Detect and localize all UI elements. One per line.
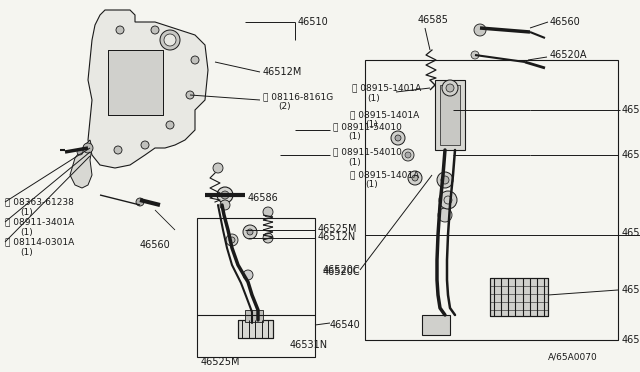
- Text: (1): (1): [365, 180, 378, 189]
- Text: 46520A: 46520A: [550, 50, 588, 60]
- Text: (1): (1): [20, 247, 33, 257]
- Bar: [435, 80, 465, 150]
- Circle shape: [247, 229, 253, 235]
- Circle shape: [391, 131, 405, 145]
- Polygon shape: [70, 140, 92, 188]
- Circle shape: [263, 233, 273, 243]
- Bar: [245, 310, 263, 322]
- Circle shape: [114, 146, 122, 154]
- Bar: [365, 60, 618, 340]
- Text: 46512: 46512: [622, 150, 640, 160]
- Text: 46560: 46560: [140, 240, 171, 250]
- Circle shape: [405, 152, 411, 158]
- Bar: [238, 320, 273, 338]
- Circle shape: [442, 80, 458, 96]
- Circle shape: [220, 200, 230, 210]
- Circle shape: [217, 187, 233, 203]
- Text: 46512M: 46512M: [263, 67, 302, 77]
- Text: 46560: 46560: [550, 17, 580, 27]
- Text: Ⓑ 08114-0301A: Ⓑ 08114-0301A: [5, 237, 74, 247]
- Bar: [440, 85, 460, 145]
- Text: ⓜ 08915-1401A: ⓜ 08915-1401A: [350, 170, 419, 180]
- Circle shape: [446, 84, 454, 92]
- Circle shape: [243, 225, 257, 239]
- Circle shape: [437, 172, 453, 188]
- Text: (1): (1): [348, 132, 361, 141]
- Text: (2): (2): [278, 103, 291, 112]
- Circle shape: [395, 135, 401, 141]
- Text: 46585: 46585: [418, 15, 449, 25]
- Circle shape: [263, 207, 273, 217]
- Circle shape: [77, 149, 83, 155]
- Text: 46525M: 46525M: [318, 224, 358, 234]
- Circle shape: [136, 198, 144, 206]
- Text: (1): (1): [367, 93, 380, 103]
- Circle shape: [412, 175, 418, 181]
- Text: 46525M: 46525M: [200, 357, 240, 367]
- Circle shape: [191, 56, 199, 64]
- Polygon shape: [88, 10, 208, 168]
- Bar: [197, 218, 315, 357]
- Text: 46510: 46510: [298, 17, 329, 27]
- Circle shape: [116, 26, 124, 34]
- Text: 46520C: 46520C: [323, 267, 360, 277]
- Text: 46512N: 46512N: [318, 232, 356, 242]
- Circle shape: [471, 51, 479, 59]
- Bar: [108, 50, 163, 115]
- Circle shape: [141, 141, 149, 149]
- Bar: [490, 278, 548, 316]
- Text: (1): (1): [20, 228, 33, 237]
- Circle shape: [83, 143, 93, 153]
- Circle shape: [160, 30, 180, 50]
- Circle shape: [186, 91, 194, 99]
- Text: ⓜ 08915-1401A: ⓜ 08915-1401A: [350, 110, 419, 119]
- Circle shape: [229, 237, 235, 243]
- Circle shape: [226, 234, 238, 246]
- Circle shape: [221, 191, 229, 199]
- Text: ⓝ 08911-3401A: ⓝ 08911-3401A: [5, 218, 74, 227]
- Text: (1): (1): [348, 157, 361, 167]
- Text: 46525: 46525: [622, 105, 640, 115]
- Circle shape: [402, 149, 414, 161]
- Text: Ⓑ 08116-8161G: Ⓑ 08116-8161G: [263, 93, 333, 102]
- Bar: [238, 320, 273, 338]
- Text: 46531: 46531: [622, 285, 640, 295]
- Bar: [490, 278, 548, 316]
- Circle shape: [164, 34, 176, 46]
- Text: (1): (1): [20, 208, 33, 217]
- Text: 46520: 46520: [622, 228, 640, 238]
- Text: ⓝ 08911-54010: ⓝ 08911-54010: [333, 148, 402, 157]
- Circle shape: [213, 163, 223, 173]
- Circle shape: [166, 121, 174, 129]
- Text: ⓝ 08911-54010: ⓝ 08911-54010: [333, 122, 402, 131]
- Text: 46540: 46540: [330, 320, 361, 330]
- Circle shape: [441, 176, 449, 184]
- Bar: [108, 50, 163, 115]
- Text: 46531N: 46531N: [290, 340, 328, 350]
- Text: 46586: 46586: [248, 193, 279, 203]
- Text: 46520C: 46520C: [323, 265, 360, 275]
- Circle shape: [243, 270, 253, 280]
- Circle shape: [408, 171, 422, 185]
- Text: (1): (1): [365, 121, 378, 129]
- Circle shape: [474, 24, 486, 36]
- Circle shape: [438, 208, 452, 222]
- Bar: [422, 315, 450, 335]
- Text: 46525: 46525: [622, 335, 640, 345]
- Circle shape: [151, 26, 159, 34]
- Text: ⓜ 08915-1401A: ⓜ 08915-1401A: [352, 83, 421, 93]
- Text: A/65A0070: A/65A0070: [548, 353, 598, 362]
- Text: Ⓢ 08363-61238: Ⓢ 08363-61238: [5, 198, 74, 206]
- Circle shape: [439, 191, 457, 209]
